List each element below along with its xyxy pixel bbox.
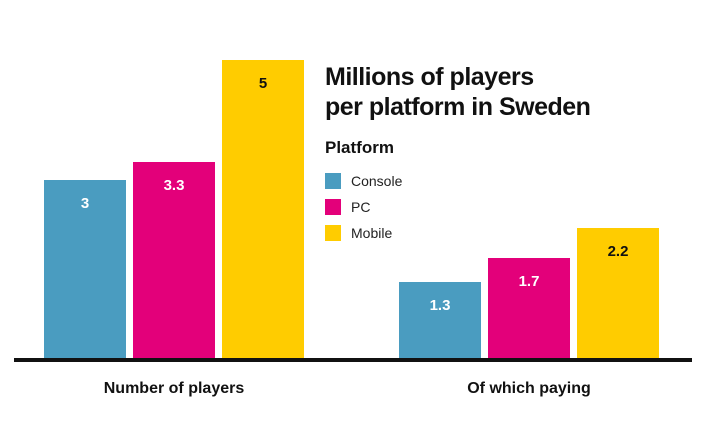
legend-title: Platform (325, 138, 394, 157)
bars-group (44, 60, 659, 360)
bar-console-number-of-players (44, 180, 126, 360)
legend-label-console: Console (351, 173, 403, 189)
data-label-console-of-which-paying: 1.3 (430, 297, 451, 314)
legend-swatch-console (325, 173, 341, 189)
bar-mobile-of-which-paying (577, 228, 659, 360)
bar-pc-of-which-paying (488, 258, 570, 360)
category-label-of-which-paying: Of which paying (467, 380, 591, 397)
legend-label-mobile: Mobile (351, 225, 393, 241)
data-label-pc-number-of-players: 3.3 (164, 177, 185, 194)
legend-item-console: Console (325, 168, 402, 194)
bar-labels-group: 3 3.3 5 1.3 1.7 2.2 (81, 75, 629, 314)
legend-swatch-mobile (325, 225, 341, 241)
chart-title-block: Millions of players per platform in Swed… (325, 62, 591, 122)
legend: Platform Console PC Mobile (325, 138, 402, 246)
data-label-mobile-number-of-players: 5 (259, 75, 267, 92)
bar-console-of-which-paying (399, 282, 481, 360)
data-label-pc-of-which-paying: 1.7 (519, 273, 540, 290)
legend-item-mobile: Mobile (325, 220, 402, 246)
legend-label-pc: PC (351, 199, 371, 215)
category-labels-group: Number of players Of which paying (104, 380, 591, 397)
data-label-console-number-of-players: 3 (81, 195, 89, 212)
bar-pc-number-of-players (133, 162, 215, 360)
legend-swatch-pc (325, 199, 341, 215)
bar-mobile-number-of-players (222, 60, 304, 360)
data-label-mobile-of-which-paying: 2.2 (608, 243, 629, 260)
chart-title: Millions of players per platform in Swed… (325, 63, 591, 121)
category-label-number-of-players: Number of players (104, 380, 245, 397)
legend-item-pc: PC (325, 194, 402, 220)
